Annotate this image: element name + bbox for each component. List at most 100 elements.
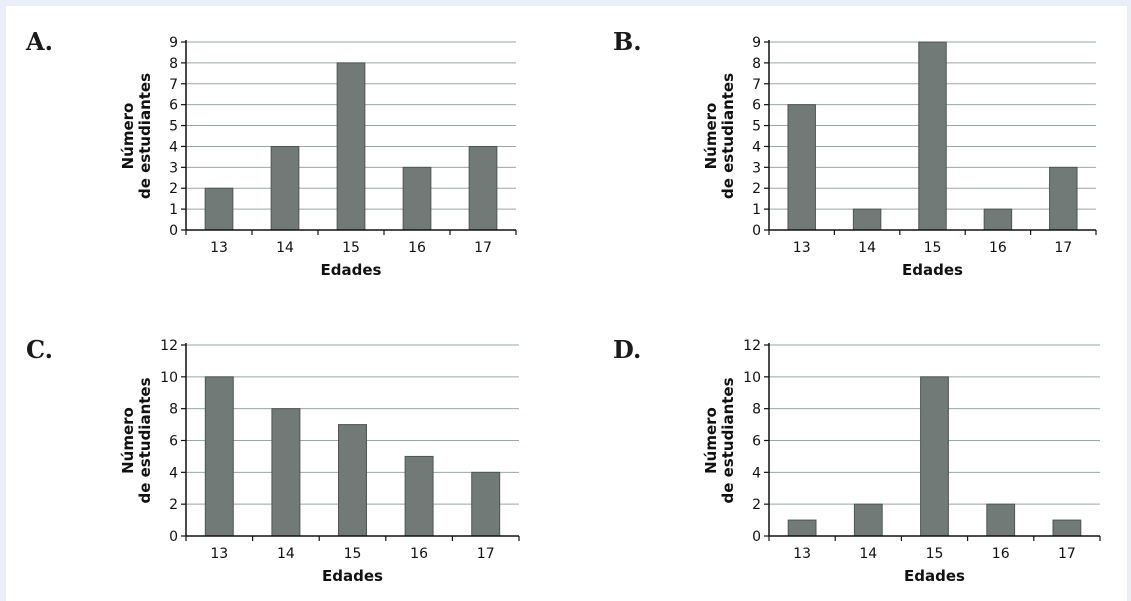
option-letter: B. (613, 27, 642, 56)
x-tick-label: 14 (277, 546, 295, 562)
y-axis-title: Númerode estudiantes (119, 73, 154, 199)
x-tick-label: 16 (410, 546, 428, 562)
x-tick-label: 14 (858, 240, 876, 256)
y-axis-title-line: de estudiantes (719, 377, 737, 503)
x-axis-title: Edades (902, 261, 963, 279)
bar-17 (471, 471, 501, 537)
bar-15 (336, 62, 366, 231)
x-tick-label: 16 (992, 546, 1010, 562)
y-tick-label: 1 (169, 202, 178, 218)
y-tick-label: 8 (169, 56, 178, 72)
y-tick-label: 4 (752, 139, 761, 155)
chart-0: A. 0 1 2 3 4 5 6 7 8 9 13 14 15 16 17 Edades Númerode est… (25, 27, 517, 279)
y-tick-label: 8 (169, 402, 178, 418)
bar-15 (338, 424, 367, 537)
y-axis-title-line: Número (702, 103, 720, 170)
bar-15 (920, 376, 949, 537)
y-tick-label: 0 (169, 223, 178, 239)
bar-16 (402, 166, 432, 231)
x-tick-label: 17 (1058, 546, 1076, 562)
y-tick-label: 2 (169, 181, 178, 197)
x-tick-label: 17 (477, 546, 495, 562)
x-tick-label: 13 (793, 240, 811, 256)
y-tick-label: 6 (169, 98, 178, 114)
x-tick-label: 17 (1054, 240, 1072, 256)
option-letter: A. (25, 27, 53, 56)
bar-13 (204, 187, 234, 231)
bar-14 (853, 503, 883, 537)
y-tick-label: 6 (752, 98, 761, 114)
y-tick-label: 12 (160, 338, 178, 354)
y-tick-label: 0 (169, 529, 178, 545)
x-tick-label: 15 (924, 240, 942, 256)
x-axis-title: Edades (321, 261, 382, 279)
y-axis-title-line: de estudiantes (136, 73, 154, 199)
y-axis-title: Númerode estudiantes (702, 73, 737, 199)
x-tick-label: 16 (989, 240, 1007, 256)
y-tick-label: 1 (752, 202, 761, 218)
x-tick-label: 15 (344, 546, 362, 562)
chart-2: C. 0 2 4 6 8 10 12 13 14 15 16 17 Edades Númerode estu… (26, 335, 520, 585)
answer-options-panel: A. 0 1 2 3 4 5 6 7 8 9 13 14 15 16 17 Edades Númerode est… (6, 6, 1127, 601)
y-tick-label: 0 (752, 529, 761, 545)
chart-3: D. 0 2 4 6 8 10 12 13 14 15 16 17 Edades Númerode estu… (613, 335, 1101, 585)
bar-14 (271, 408, 301, 537)
y-axis-title: Númerode estudiantes (702, 377, 737, 503)
option-letter: C. (26, 335, 53, 364)
bar-13 (787, 104, 816, 231)
y-tick-label: 2 (752, 181, 761, 197)
y-tick-label: 4 (752, 465, 761, 481)
bar-13 (787, 519, 817, 537)
bar-14 (270, 145, 300, 231)
y-tick-label: 5 (752, 119, 761, 135)
bar-14 (852, 208, 882, 231)
x-tick-label: 17 (474, 240, 492, 256)
y-tick-label: 12 (743, 338, 761, 354)
bar-17 (1049, 166, 1078, 231)
y-tick-label: 7 (752, 77, 761, 93)
y-tick-label: 10 (160, 370, 178, 386)
y-axis-title-line: Número (119, 103, 137, 170)
y-tick-label: 6 (169, 434, 178, 450)
y-tick-label: 4 (169, 465, 178, 481)
y-axis-title: Númerode estudiantes (119, 377, 154, 503)
y-tick-label: 10 (743, 370, 761, 386)
y-axis-title-line: Número (119, 407, 137, 474)
bar-16 (983, 208, 1013, 231)
x-tick-label: 14 (276, 240, 294, 256)
bar-13 (204, 376, 234, 537)
bar-16 (986, 503, 1016, 537)
y-tick-label: 8 (752, 56, 761, 72)
x-tick-label: 13 (210, 240, 228, 256)
bar-17 (1052, 519, 1082, 537)
y-axis-title-line: de estudiantes (136, 377, 154, 503)
y-tick-label: 7 (169, 77, 178, 93)
y-tick-label: 5 (169, 119, 178, 135)
x-axis-title: Edades (322, 567, 383, 585)
x-tick-label: 14 (859, 546, 877, 562)
bar-17 (468, 145, 498, 231)
y-tick-label: 9 (169, 35, 178, 51)
x-tick-label: 16 (408, 240, 426, 256)
y-tick-label: 9 (752, 35, 761, 51)
y-tick-label: 6 (752, 434, 761, 450)
y-tick-label: 3 (752, 160, 761, 176)
bar-16 (404, 455, 434, 537)
y-tick-label: 0 (752, 223, 761, 239)
y-tick-label: 2 (169, 497, 178, 513)
y-tick-label: 8 (752, 402, 761, 418)
x-tick-label: 13 (210, 546, 228, 562)
x-tick-label: 15 (342, 240, 360, 256)
y-tick-label: 2 (752, 497, 761, 513)
y-axis-title-line: de estudiantes (719, 73, 737, 199)
y-tick-label: 4 (169, 139, 178, 155)
x-tick-label: 15 (926, 546, 944, 562)
x-axis-title: Edades (904, 567, 965, 585)
x-tick-label: 13 (793, 546, 811, 562)
chart-1: B. 0 1 2 3 4 5 6 7 8 9 13 14 15 16 17 Edades Númerode est… (613, 27, 1097, 279)
bar-15 (918, 41, 947, 231)
y-tick-label: 3 (169, 160, 178, 176)
option-letter: D. (613, 335, 641, 364)
y-axis-title-line: Número (702, 407, 720, 474)
